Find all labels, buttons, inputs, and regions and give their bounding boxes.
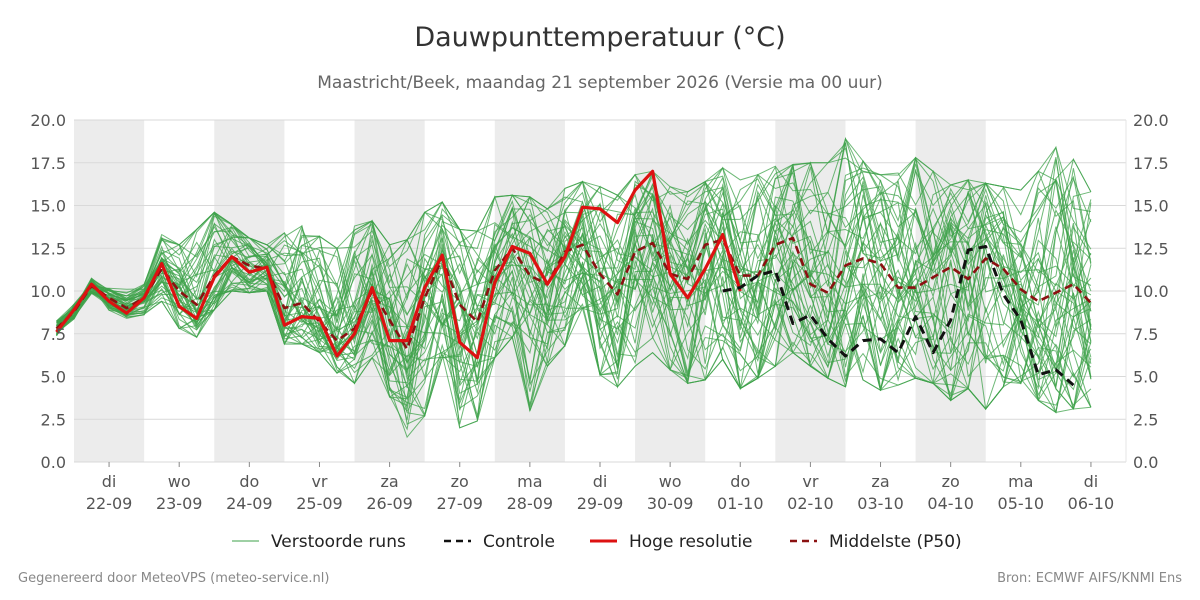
x-tick-date: 06-10	[1068, 494, 1115, 513]
x-tick-date: 30-09	[647, 494, 694, 513]
x-tick-day: za	[871, 472, 889, 491]
x-tick-date: 23-09	[156, 494, 203, 513]
y-tick-label-right: 17.5	[1133, 154, 1169, 173]
x-tick-date: 02-10	[787, 494, 834, 513]
legend-label: Controle	[483, 532, 555, 552]
ensemble-member-line	[56, 215, 1092, 411]
legend-label: Hoge resolutie	[629, 532, 753, 552]
y-tick-label-left: 10.0	[30, 282, 66, 301]
x-tick-day: ma	[517, 472, 542, 491]
x-tick-day: di	[593, 472, 608, 491]
y-tick-label-left: 20.0	[30, 111, 66, 130]
x-tick-day: wo	[659, 472, 682, 491]
control-line	[722, 245, 1075, 387]
y-tick-label-right: 10.0	[1133, 282, 1169, 301]
ensemble-member-line	[56, 208, 1092, 411]
x-tick-day: di	[102, 472, 117, 491]
ensemble-member-line	[56, 239, 1092, 429]
legend-label: Verstoorde runs	[271, 532, 406, 552]
footer-credit: Gegenereerd door MeteoVPS (meteo-service…	[18, 571, 330, 586]
legend-label: Middelste (P50)	[829, 532, 962, 552]
y-tick-label-right: 5.0	[1133, 368, 1158, 387]
series-lines	[55, 169, 1092, 387]
axes: 0.0 0.0 2.5 2.5 5.0 5.0 7.5 7.5 10.0 10.0 12.5 12.5…	[30, 111, 1168, 513]
x-tick-date: 04-10	[927, 494, 974, 513]
x-tick-day: za	[380, 472, 398, 491]
ensemble-member-line	[56, 142, 1091, 373]
high-resolution-line	[55, 169, 742, 360]
footer-source: Bron: ECMWF AIFS/KNMI Ens	[997, 571, 1182, 586]
chart-title: Dauwpunttemperatuur (°C)	[414, 22, 786, 53]
y-tick-label-left: 15.0	[30, 197, 66, 216]
x-tick-date: 05-10	[998, 494, 1045, 513]
y-tick-label-left: 0.0	[41, 453, 66, 472]
ensemble-member-line	[56, 159, 1092, 363]
legend: Verstoorde runs Controle Hoge resolutie Mid…	[232, 532, 962, 552]
ensemble-member-line	[56, 244, 1092, 410]
y-tick-label-left: 7.5	[41, 325, 66, 344]
y-tick-label-left: 17.5	[30, 154, 66, 173]
ensemble-member-line	[56, 206, 1092, 414]
x-tick-day: do	[239, 472, 259, 491]
ensemble-member-line	[56, 219, 1091, 418]
y-tick-label-left: 12.5	[30, 239, 66, 258]
y-tick-label-left: 2.5	[41, 410, 66, 429]
x-tick-day: vr	[311, 472, 327, 491]
x-tick-day: zo	[942, 472, 960, 491]
x-tick-date: 01-10	[717, 494, 764, 513]
x-tick-date: 25-09	[296, 494, 343, 513]
x-tick-date: 22-09	[86, 494, 133, 513]
x-tick-day: wo	[168, 472, 191, 491]
ensemble-member-line	[56, 142, 1092, 347]
x-tick-date: 29-09	[577, 494, 624, 513]
x-tick-day: vr	[802, 472, 818, 491]
x-tick-day: ma	[1008, 472, 1033, 491]
x-tick-date: 24-09	[226, 494, 273, 513]
y-tick-label-right: 2.5	[1133, 410, 1158, 429]
y-tick-label-right: 20.0	[1133, 111, 1169, 130]
x-tick-day: di	[1084, 472, 1099, 491]
y-tick-label-left: 5.0	[41, 368, 66, 387]
y-tick-label-right: 0.0	[1133, 453, 1158, 472]
x-tick-date: 03-10	[857, 494, 904, 513]
ensemble-member-line	[56, 147, 1092, 380]
x-tick-day: zo	[451, 472, 469, 491]
y-tick-label-right: 15.0	[1133, 197, 1169, 216]
x-tick-date: 27-09	[436, 494, 483, 513]
y-tick-label-right: 12.5	[1133, 239, 1169, 258]
chart-subtitle: Maastricht/Beek, maandag 21 september 20…	[317, 73, 883, 93]
y-tick-label-right: 7.5	[1133, 325, 1158, 344]
ensemble-member-line	[56, 256, 1092, 420]
x-tick-date: 26-09	[366, 494, 413, 513]
x-tick-date: 28-09	[507, 494, 554, 513]
x-tick-day: do	[730, 472, 750, 491]
